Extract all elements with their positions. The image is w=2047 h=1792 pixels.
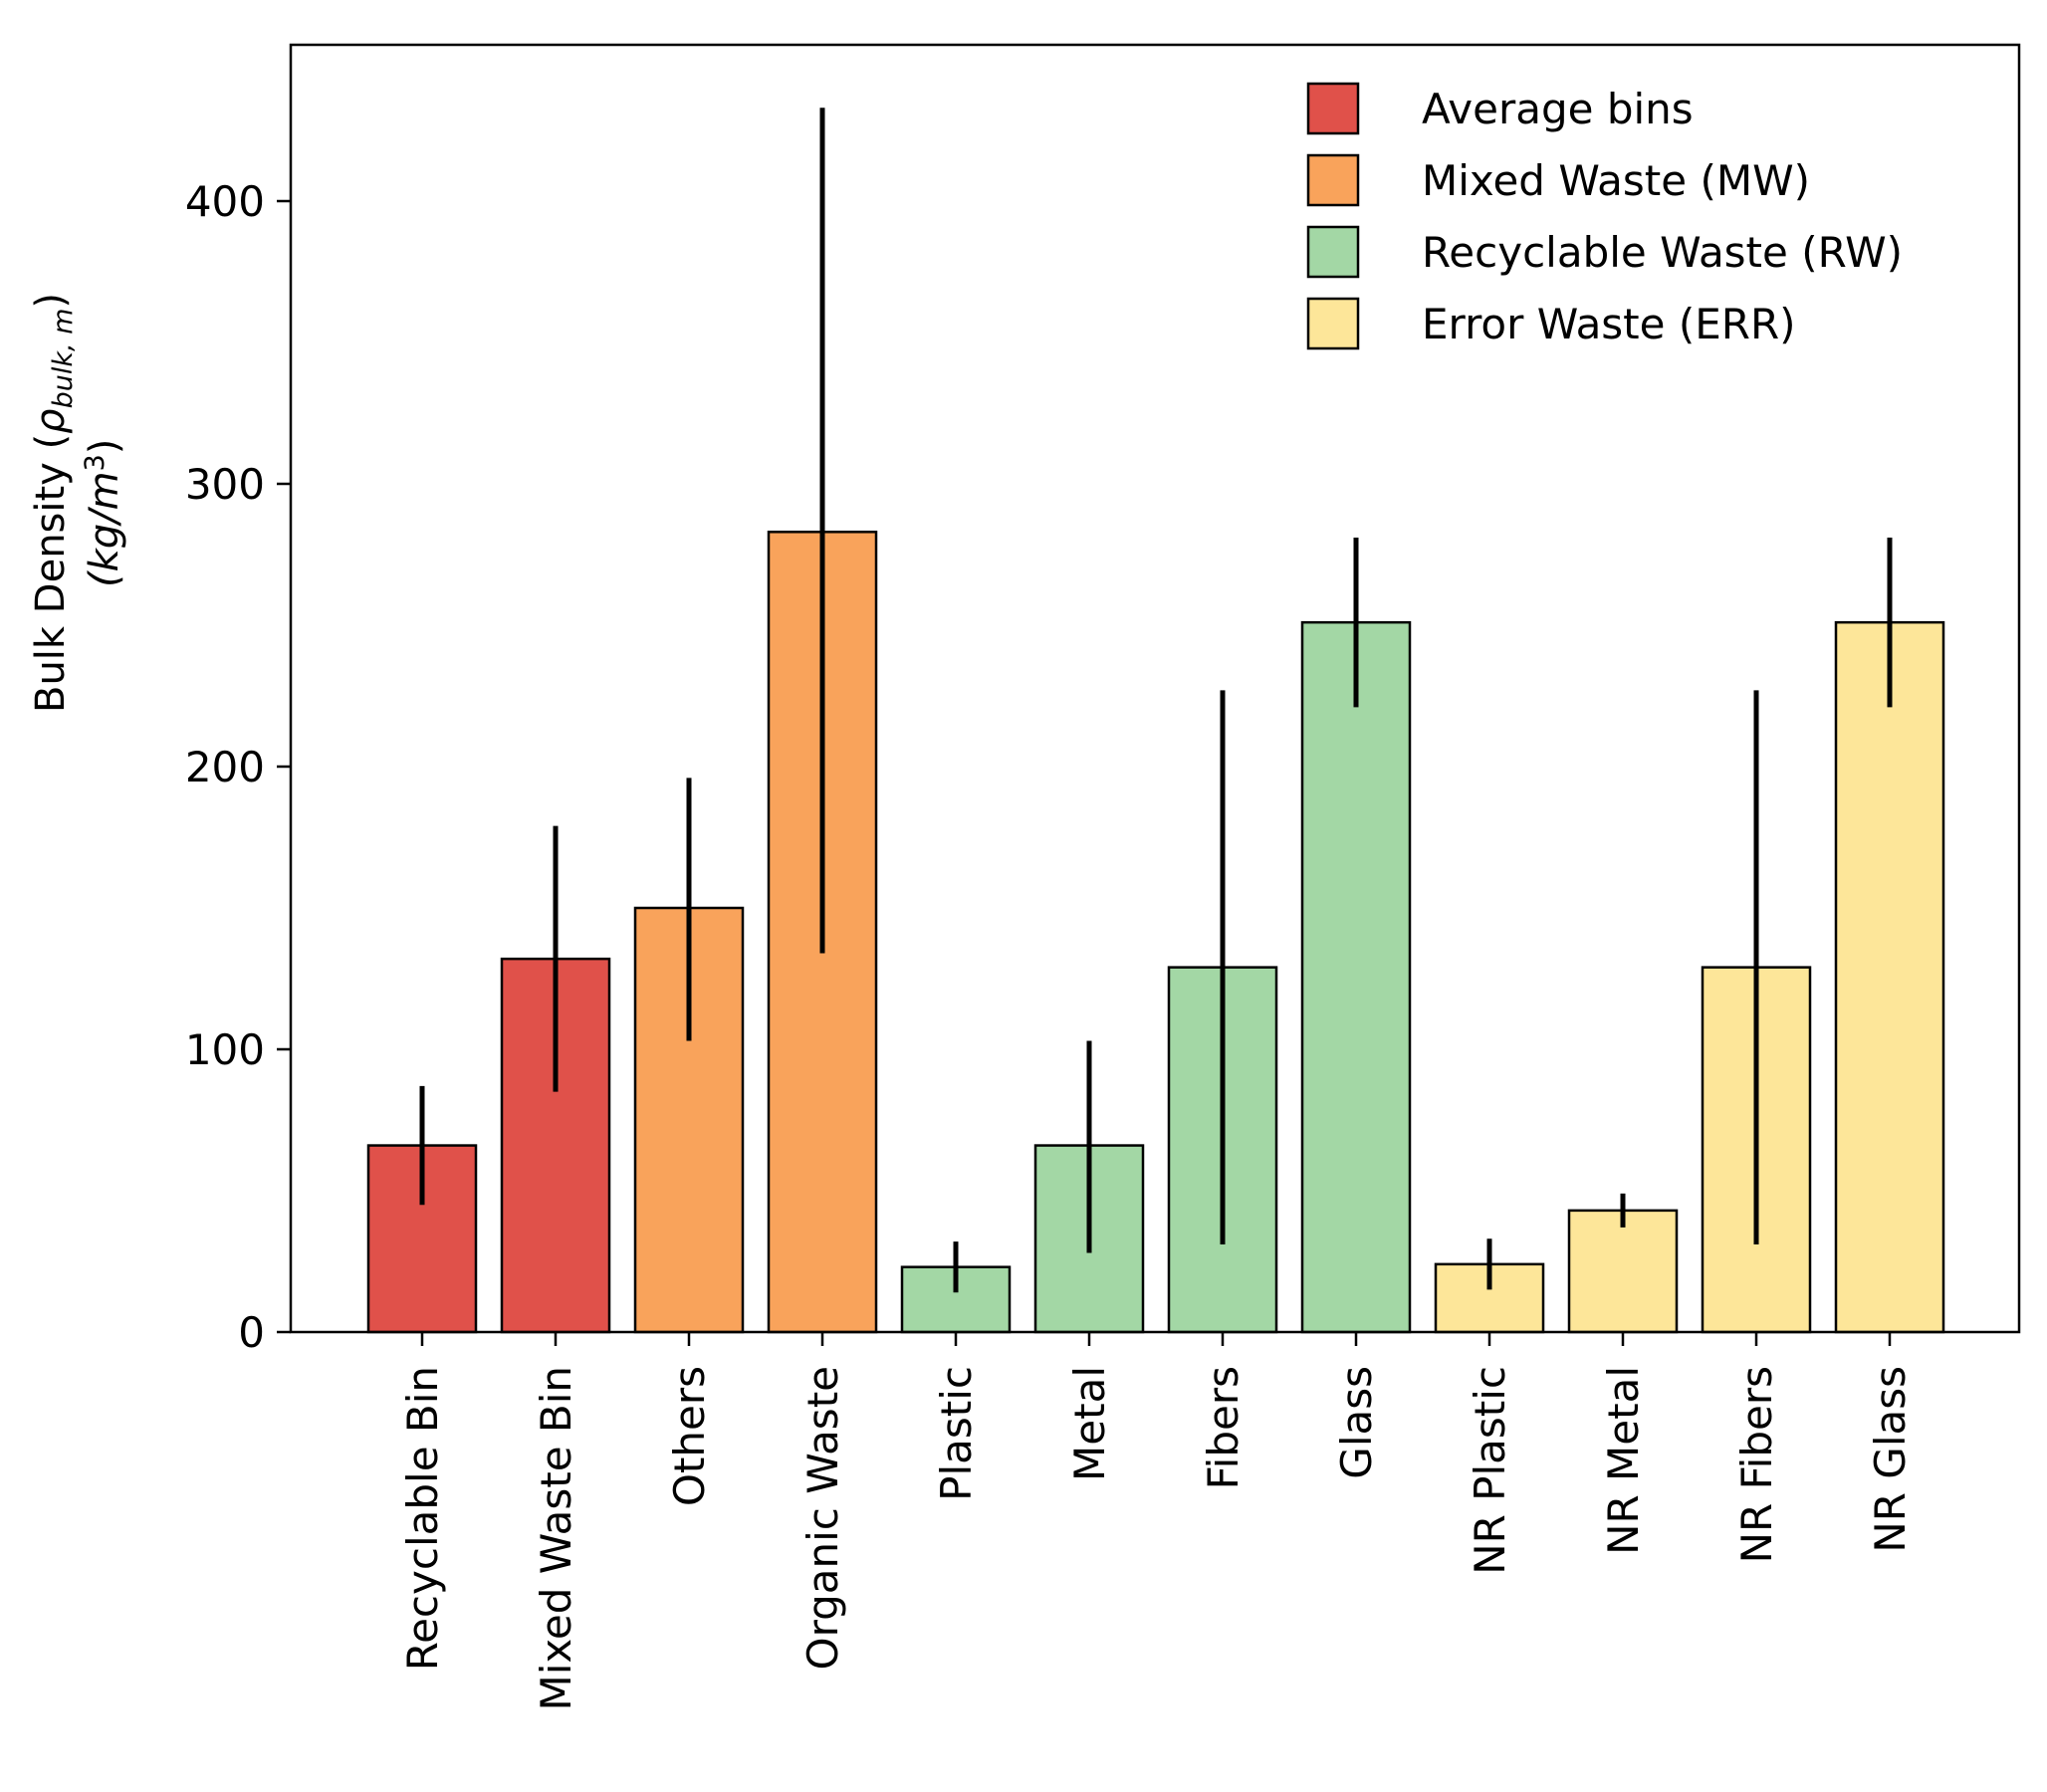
x-tick-label-glass: Glass xyxy=(1332,1366,1381,1479)
y-tick-label-200: 200 xyxy=(185,743,265,791)
bar-glass xyxy=(1300,620,1412,1334)
legend-label-rw: Recyclable Waste (RW) xyxy=(1422,228,1903,277)
y-axis-label: Bulk Density (ρbulk, m) (kg/m3) xyxy=(28,293,127,713)
x-tick-label-metal: Metal xyxy=(1065,1366,1114,1481)
y-axis-ticks: 0 100 200 300 400 xyxy=(185,177,291,1357)
x-tick-label-nr-fibers: NR Fibers xyxy=(1732,1366,1781,1563)
bars xyxy=(366,531,1945,1334)
x-tick-label-fibers: Fibers xyxy=(1199,1366,1248,1489)
legend-label-mw: Mixed Waste (MW) xyxy=(1422,156,1810,205)
legend-swatch-rw xyxy=(1306,225,1360,279)
x-tick-label-recyclable-bin: Recyclable Bin xyxy=(398,1366,447,1671)
legend-label-err: Error Waste (ERR) xyxy=(1422,300,1796,348)
bar-nr-metal xyxy=(1567,1209,1679,1334)
x-tick-label-nr-plastic: NR Plastic xyxy=(1466,1366,1514,1575)
x-tick-label-plastic: Plastic xyxy=(932,1366,981,1501)
legend-swatch-mw xyxy=(1306,153,1360,207)
legend: Average bins Mixed Waste (MW) Recyclable W… xyxy=(1306,82,1903,350)
y-tick-label-0: 0 xyxy=(238,1308,265,1357)
error-bars xyxy=(419,108,1893,1293)
x-tick-label-others: Others xyxy=(665,1366,714,1506)
plot-area-frame xyxy=(289,43,2021,1334)
legend-swatch-average xyxy=(1306,82,1360,135)
y-tick-label-300: 300 xyxy=(185,460,265,509)
y-axis-label-line2: (kg/m3) xyxy=(80,439,127,587)
y-axis-label-line1: Bulk Density (ρbulk, m) xyxy=(28,293,79,713)
x-tick-label-organic-waste: Organic Waste xyxy=(798,1366,847,1670)
y-tick-label-100: 100 xyxy=(185,1025,265,1074)
legend-swatch-err xyxy=(1306,297,1360,350)
x-axis-ticks: Recyclable Bin Mixed Waste Bin Others Organ… xyxy=(398,1332,1915,1711)
x-tick-label-nr-metal: NR Metal xyxy=(1599,1366,1648,1555)
bar-nr-glass xyxy=(1834,620,1945,1334)
x-tick-label-mixed-waste-bin: Mixed Waste Bin xyxy=(532,1366,580,1711)
y-tick-label-400: 400 xyxy=(185,177,265,226)
x-tick-label-nr-glass: NR Glass xyxy=(1866,1366,1915,1553)
legend-label-average: Average bins xyxy=(1422,85,1694,133)
